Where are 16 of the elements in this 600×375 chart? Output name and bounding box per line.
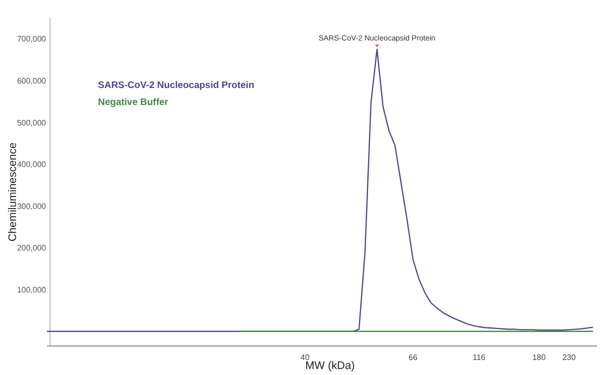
y-tick-label: 600,000 — [17, 76, 47, 86]
y-tick-label: 400,000 — [17, 160, 47, 170]
y-tick-label: 200,000 — [17, 244, 47, 253]
x-tick-label: 230 — [562, 353, 576, 362]
y-tick-label: 700,000 — [17, 34, 47, 44]
x-axis-title: MW (kDa) — [305, 360, 355, 372]
y-tick-label: 300,000 — [17, 202, 47, 211]
y-tick-label: 500,000 — [17, 118, 47, 128]
text: Negative Buffer — [98, 97, 169, 108]
x-tick-label: 116 — [472, 353, 486, 362]
y-tick-label: 100,000 — [17, 285, 47, 294]
y-axis-title: Chemiluminescence — [7, 142, 19, 242]
x-tick-label: 180 — [532, 353, 546, 362]
x-tick-label: 66 — [408, 353, 418, 362]
text: SARS-CoV-2 Nucleocapsid Protein — [98, 80, 254, 91]
x-tick-label: 40 — [300, 353, 310, 362]
